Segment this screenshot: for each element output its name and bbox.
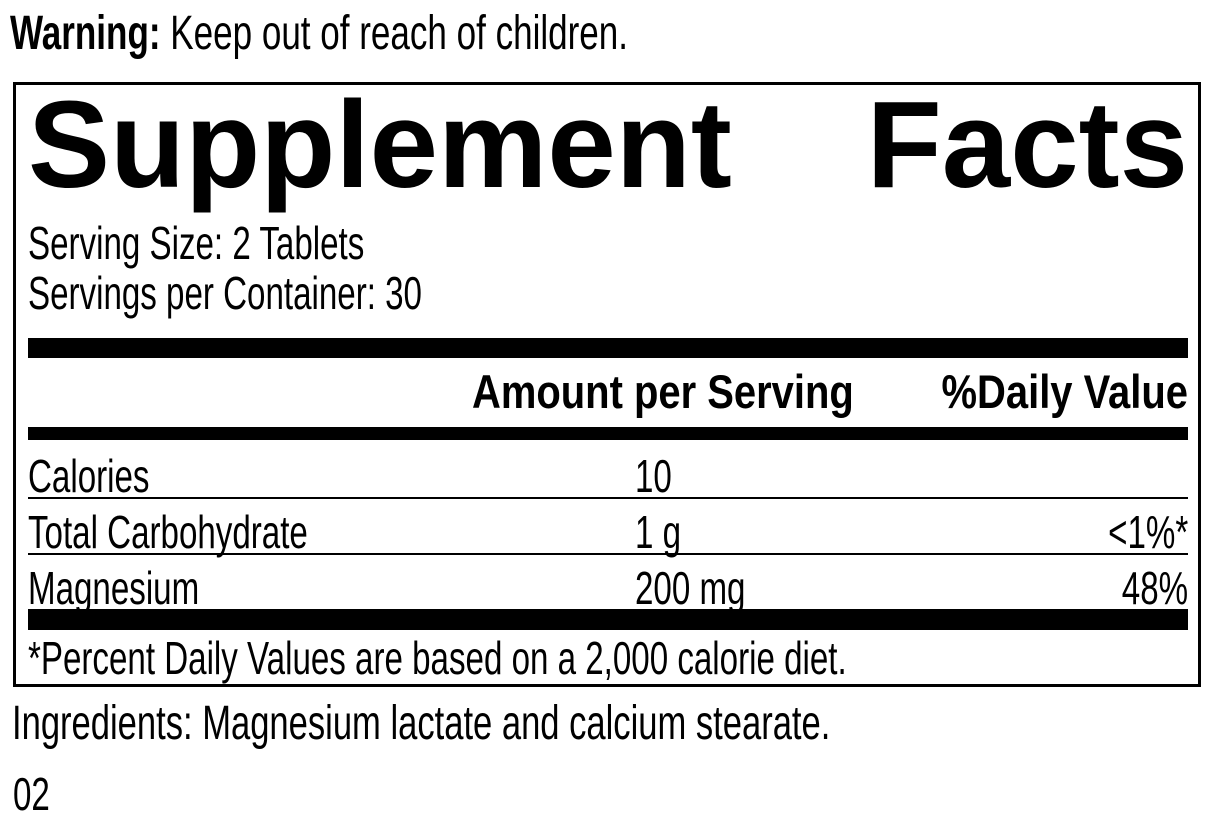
nutrient-row-total-carbohydrate: Total Carbohydrate 1 g <1%*: [28, 499, 1188, 555]
daily-value-footnote: *Percent Daily Values are based on a 2,0…: [28, 633, 1188, 683]
nutrient-name: Calories: [28, 450, 150, 502]
nutrient-amount: 1 g: [635, 506, 682, 558]
nutrient-name: Magnesium: [28, 562, 200, 614]
ingredients-line: Ingredients: Magnesium lactate and calci…: [12, 699, 1149, 749]
nutrient-amount: 10: [635, 450, 672, 502]
panel-title-word-second: Facts: [866, 77, 1188, 214]
warning-line: Warning: Keep out of reach of children.: [10, 6, 857, 61]
warning-text: Keep out of reach of children.: [170, 7, 629, 60]
nutrient-amount: 200 mg: [635, 562, 746, 614]
nutrient-daily-value: 48%: [1121, 562, 1188, 614]
daily-value-footnote-text: *Percent Daily Values are based on a 2,0…: [28, 632, 847, 684]
nutrient-row-calories: Calories 10: [28, 440, 1188, 499]
warning-label: Warning:: [10, 7, 161, 60]
ingredients-text: Ingredients: Magnesium lactate and calci…: [12, 697, 831, 750]
product-code: 02: [13, 769, 64, 819]
thick-rule-bottom: [28, 609, 1188, 630]
column-header-amount: Amount per Serving: [472, 365, 854, 418]
thick-rule-header: [28, 427, 1188, 440]
thick-rule-top: [28, 338, 1188, 358]
nutrient-daily-value: <1%*: [1107, 506, 1188, 558]
servings-per-container-text: Servings per Container: 30: [28, 267, 422, 319]
panel-title-word-first: Supplement: [28, 77, 732, 214]
column-header-row: Amount per Serving %Daily Value: [28, 358, 1188, 427]
warning-text-wrap: Warning: Keep out of reach of children.: [10, 6, 628, 61]
nutrient-name: Total Carbohydrate: [28, 506, 308, 558]
product-code-text: 02: [13, 768, 50, 820]
column-header-daily-value: %Daily Value: [941, 365, 1189, 418]
panel-title: Supplement Facts: [28, 77, 1188, 214]
supplement-facts-panel: Supplement Facts Serving Size: 2 Tablets…: [13, 77, 1201, 687]
servings-per-container-line: Servings per Container: 30: [28, 268, 1188, 318]
serving-size-line: Serving Size: 2 Tablets: [28, 218, 1188, 268]
nutrient-row-magnesium: Magnesium 200 mg 48%: [28, 555, 1188, 614]
serving-size-text: Serving Size: 2 Tablets: [28, 217, 365, 269]
